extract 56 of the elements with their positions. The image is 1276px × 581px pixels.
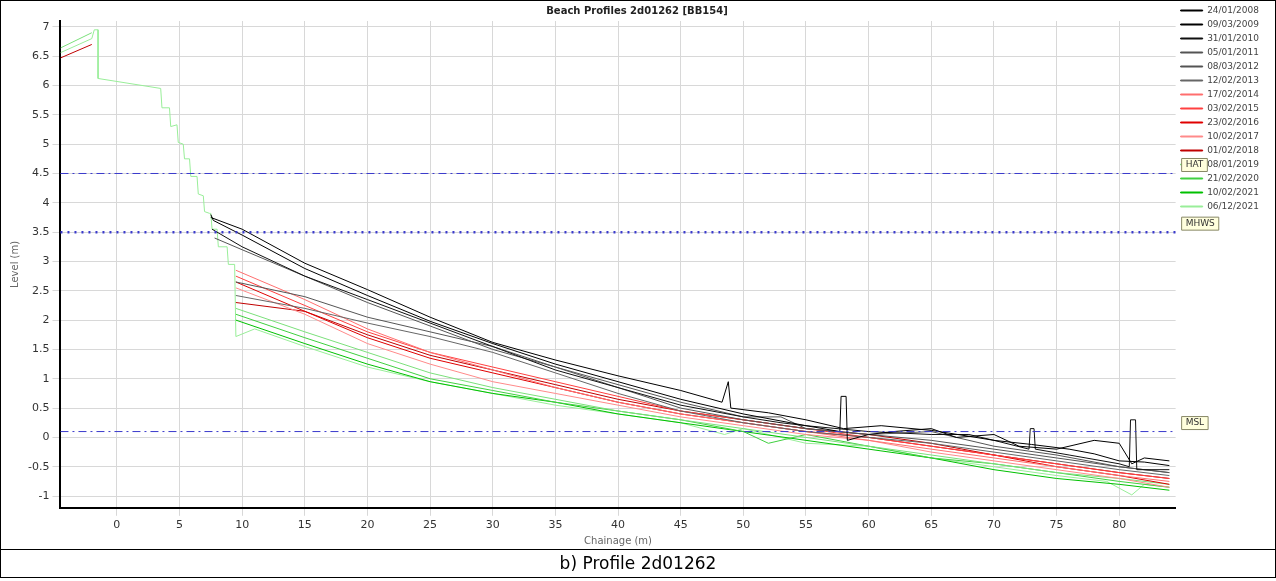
legend-label: 17/02/2014 <box>1207 88 1260 99</box>
y-tick-label: 6 <box>42 78 50 92</box>
legend-label: 23/02/2016 <box>1207 116 1260 127</box>
legend-label: 31/01/2010 <box>1207 32 1260 43</box>
text: b) Profile 2d01262 <box>1 549 1275 577</box>
legend-label: 06/12/2021 <box>1207 200 1259 211</box>
ref-line-label: MHWS <box>1185 217 1216 228</box>
x-tick-label: 25 <box>423 518 438 532</box>
legend-label: 08/01/2019 <box>1207 158 1260 169</box>
x-tick-label: 75 <box>1049 518 1064 532</box>
x-axis-title: Chainage (m) <box>584 534 653 546</box>
y-tick-label: 3 <box>42 254 50 268</box>
x-tick-label: 40 <box>611 518 626 532</box>
x-tick-label: 15 <box>297 518 312 532</box>
x-tick-label: 65 <box>924 518 939 532</box>
y-axis-title: Level (m) <box>8 240 20 288</box>
y-tick-label: 0.5 <box>31 400 50 414</box>
y-tick-label: -1 <box>38 488 50 502</box>
legend-label: 21/02/2020 <box>1207 172 1260 183</box>
ref-line-label: HAT <box>1185 159 1204 170</box>
x-tick-label: 0 <box>113 518 121 532</box>
x-tick-label: 20 <box>360 518 375 532</box>
y-tick-label: 0 <box>42 430 50 444</box>
x-tick-label: 35 <box>548 518 563 532</box>
legend-label: 10/02/2021 <box>1207 186 1259 197</box>
chart-title: Beach Profiles 2d01262 [BB154] <box>546 4 728 16</box>
x-tick-label: 30 <box>485 518 500 532</box>
y-tick-label: 2.5 <box>31 283 50 297</box>
legend-label: 01/02/2018 <box>1207 144 1260 155</box>
y-tick-label: 1.5 <box>31 342 50 356</box>
x-tick-label: 10 <box>235 518 250 532</box>
y-tick-label: 2 <box>42 312 50 326</box>
x-tick-label: 60 <box>861 518 876 532</box>
ref-line-label: MSL <box>1185 417 1205 428</box>
legend-label: 12/02/2013 <box>1207 74 1259 85</box>
legend-label: 10/02/2017 <box>1207 130 1259 141</box>
x-tick-label: 5 <box>176 518 183 532</box>
y-tick-label: 3.5 <box>31 225 50 238</box>
x-tick-label: 50 <box>736 518 751 532</box>
x-tick-label: 55 <box>798 518 813 532</box>
y-tick-label: -0.5 <box>27 459 50 473</box>
y-tick-label: 4.5 <box>31 166 50 180</box>
legend-label: 09/03/2009 <box>1207 18 1260 29</box>
y-tick-label: 4 <box>42 195 50 209</box>
y-tick-label: 5.5 <box>31 107 50 121</box>
y-tick-label: 1 <box>42 371 50 385</box>
x-tick-label: 70 <box>986 518 1001 532</box>
x-tick-label: 45 <box>673 518 688 532</box>
y-tick-label: 6.5 <box>31 49 50 63</box>
legend-label: 05/01/2011 <box>1207 46 1259 57</box>
y-tick-label: 5 <box>42 137 50 151</box>
legend-label: 08/03/2012 <box>1207 60 1259 71</box>
y-tick-label: 7 <box>42 19 50 33</box>
x-tick-label: 80 <box>1112 518 1127 532</box>
legend-label: 03/02/2015 <box>1207 102 1259 113</box>
legend-label: 24/01/2008 <box>1207 4 1260 15</box>
